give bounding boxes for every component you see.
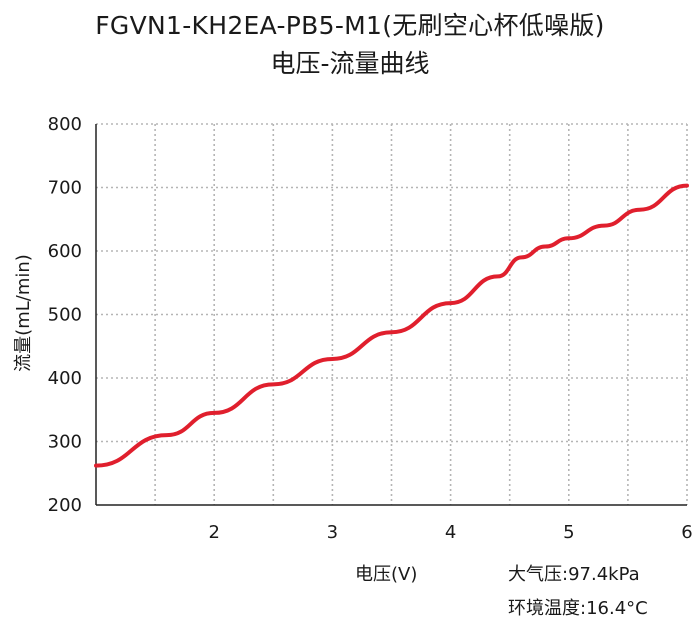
chart-title: FGVN1-KH2EA-PB5-M1(无刷空心杯低噪版) — [95, 11, 605, 40]
y-tick-label: 300 — [48, 432, 82, 453]
x-tick-label: 2 — [208, 522, 219, 543]
series-line — [94, 183, 689, 468]
x-axis-label: 电压(V) — [355, 564, 418, 585]
y-tick-label: 800 — [48, 114, 82, 135]
x-tick-label: 6 — [681, 522, 692, 543]
y-tick-label: 200 — [48, 495, 82, 516]
x-tick-label: 3 — [327, 522, 338, 543]
x-tick-label: 4 — [445, 522, 456, 543]
y-tick-label: 500 — [48, 305, 82, 326]
temperature-annotation: 环境温度:16.4°C — [508, 598, 648, 619]
pressure-annotation: 大气压:97.4kPa — [508, 564, 640, 585]
chart-subtitle: 电压-流量曲线 — [270, 49, 430, 78]
y-tick-label: 700 — [48, 178, 82, 199]
y-tick-label: 400 — [48, 368, 82, 389]
y-axis-label: 流量(mL/min) — [13, 254, 34, 372]
y-tick-label: 600 — [48, 241, 82, 262]
x-tick-label: 5 — [563, 522, 574, 543]
